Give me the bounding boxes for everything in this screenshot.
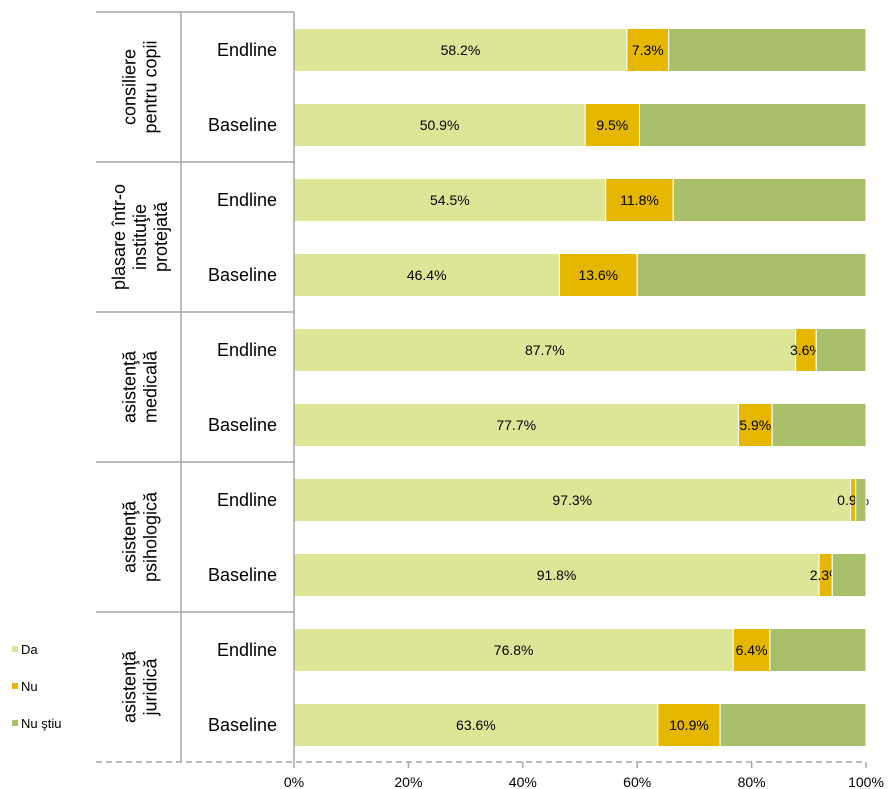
group-label-asistenta-medicala: asistenţămedicală [120, 350, 161, 423]
legend-swatch-nu-stiu [12, 720, 18, 726]
data-label-asistenta-psihologica-endline-da: 97.3% [552, 492, 592, 508]
bar-consiliere-pentru-copii-baseline-nu-stiu [638, 103, 867, 147]
x-tick-label-80: 80% [738, 774, 766, 789]
row-label-asistenta-juridica-baseline: Baseline [208, 715, 277, 735]
bar-asistenta-juridica-baseline-nu-stiu [719, 703, 867, 747]
bar-plasare-intr-o-institutie-protejata-baseline-da [293, 253, 560, 297]
data-label-consiliere-pentru-copii-endline-da: 58.2% [441, 42, 481, 58]
legend-label-nu: Nu [21, 678, 38, 694]
group-label-asistenta-juridica: asistenţăjuridică [120, 650, 161, 723]
data-label-asistenta-medicala-endline-nu: 3.6% [790, 342, 822, 358]
data-label-asistenta-juridica-endline-nu: 6.4% [736, 642, 768, 658]
data-label-asistenta-medicala-baseline-nu: 5.9% [739, 417, 771, 433]
group-label-line: juridică [141, 658, 161, 717]
bar-consiliere-pentru-copii-baseline-da [293, 103, 586, 147]
group-label-line: instituţie [130, 204, 150, 270]
row-label-plasare-intr-o-institutie-protejata-baseline: Baseline [208, 265, 277, 285]
group-label-line: protejată [151, 201, 171, 272]
group-label-line: asistenţă [120, 500, 140, 573]
group-label-plasare-intr-o-institutie-protejata: plasare într-oinstituţieprotejată [109, 184, 171, 290]
bar-asistenta-psihologica-baseline-da [293, 553, 820, 597]
legend-swatch-da [12, 646, 18, 652]
row-label-consiliere-pentru-copii-baseline: Baseline [208, 115, 277, 135]
group-label-line: plasare într-o [109, 184, 129, 290]
data-label-plasare-intr-o-institutie-protejata-endline-nu: 11.8% [620, 192, 659, 208]
row-label-plasare-intr-o-institutie-protejata-endline: Endline [217, 190, 277, 210]
data-label-plasare-intr-o-institutie-protejata-endline-da: 54.5% [430, 192, 470, 208]
data-label-consiliere-pentru-copii-endline-nu: 7.3% [632, 42, 664, 58]
group-label-line: psihologică [141, 491, 161, 582]
data-label-consiliere-pentru-copii-baseline-da: 50.9% [420, 117, 460, 133]
x-tick-label-40: 40% [509, 774, 537, 789]
bar-plasare-intr-o-institutie-protejata-baseline-nu-stiu [636, 253, 867, 297]
bar-asistenta-juridica-baseline-nu [657, 703, 721, 747]
bar-asistenta-psihologica-baseline-nu-stiu [831, 553, 867, 597]
group-label-line: pentru copii [141, 40, 161, 133]
bar-consiliere-pentru-copii-endline-nu [626, 28, 670, 72]
row-label-asistenta-psihologica-endline: Endline [217, 490, 277, 510]
data-label-consiliere-pentru-copii-baseline-nu: 9.5% [596, 117, 628, 133]
group-label-line: consiliere [120, 49, 140, 125]
data-label-plasare-intr-o-institutie-protejata-baseline-da: 46.4% [407, 267, 447, 283]
data-label-asistenta-juridica-baseline-nu: 10.9% [669, 717, 709, 733]
group-label-line: medicală [141, 350, 161, 423]
data-label-asistenta-psihologica-baseline-da: 91.8% [537, 567, 577, 583]
group-label-asistenta-psihologica: asistenţăpsihologică [120, 491, 161, 582]
bar-asistenta-psihologica-endline-da [293, 478, 852, 522]
x-tick-label-60: 60% [623, 774, 651, 789]
x-tick-label-20: 20% [394, 774, 422, 789]
bar-plasare-intr-o-institutie-protejata-baseline-nu [558, 253, 638, 297]
legend-item-da: Da [12, 641, 61, 657]
legend-label-nu-stiu: Nu ştiu [21, 715, 62, 731]
legend-item-nu: Nu [12, 678, 61, 694]
bar-asistenta-juridica-endline-nu-stiu [769, 628, 867, 672]
x-tick-label-100: 100% [848, 774, 884, 789]
row-label-asistenta-medicala-endline: Endline [217, 340, 277, 360]
data-label-asistenta-juridica-baseline-da: 63.6% [456, 717, 496, 733]
group-label-line: asistenţă [120, 350, 140, 423]
bar-asistenta-psihologica-endline-nu-stiu [855, 478, 867, 522]
bar-consiliere-pentru-copii-endline-da [293, 28, 628, 72]
data-label-asistenta-medicala-baseline-da: 77.7% [496, 417, 536, 433]
row-label-consiliere-pentru-copii-endline: Endline [217, 40, 277, 60]
row-label-asistenta-juridica-endline: Endline [217, 640, 277, 660]
bar-plasare-intr-o-institutie-protejata-endline-da [293, 178, 607, 222]
legend: Da Nu Nu ştiu [12, 641, 61, 752]
data-label-asistenta-medicala-endline-da: 87.7% [525, 342, 565, 358]
bar-plasare-intr-o-institutie-protejata-endline-nu-stiu [672, 178, 867, 222]
bar-asistenta-medicala-endline-nu-stiu [815, 328, 867, 372]
row-label-asistenta-medicala-baseline: Baseline [208, 415, 277, 435]
x-tick-label-0: 0% [284, 774, 304, 789]
bar-asistenta-medicala-baseline-nu [737, 403, 773, 447]
bar-plasare-intr-o-institutie-protejata-endline-nu [605, 178, 674, 222]
bar-consiliere-pentru-copii-endline-nu-stiu [668, 28, 867, 72]
legend-label-da: Da [21, 641, 38, 657]
row-label-asistenta-psihologica-baseline: Baseline [208, 565, 277, 585]
data-label-plasare-intr-o-institutie-protejata-baseline-nu: 13.6% [578, 267, 618, 283]
data-label-asistenta-juridica-endline-da: 76.8% [494, 642, 534, 658]
group-label-line: asistenţă [120, 650, 140, 723]
legend-swatch-nu [12, 683, 18, 689]
legend-item-nu-stiu: Nu ştiu [12, 715, 61, 731]
bar-asistenta-juridica-baseline-da [293, 703, 659, 747]
bar-asistenta-medicala-baseline-nu-stiu [771, 403, 867, 447]
group-label-consiliere-pentru-copii: consilierepentru copii [120, 40, 161, 133]
